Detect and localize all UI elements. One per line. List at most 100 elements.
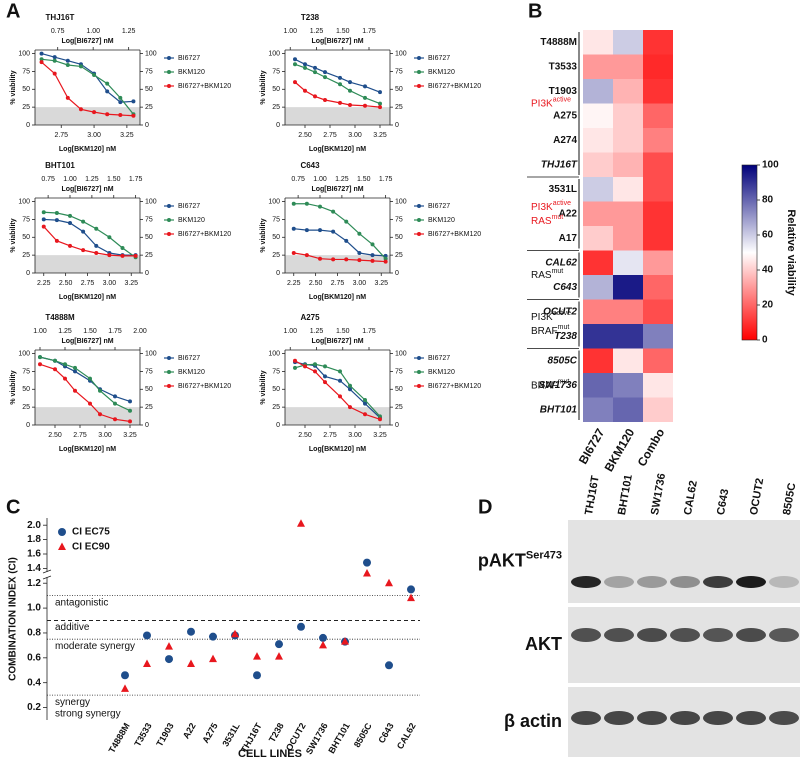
legend-label: BKM120 <box>178 369 205 376</box>
y-axis-label: % viability <box>10 218 17 252</box>
y-axis-label: % viability <box>260 218 267 252</box>
heat-cell <box>643 128 673 153</box>
lane-label: 8505C <box>781 482 798 516</box>
shaded-band <box>285 255 390 273</box>
legend-label: BI6727 <box>178 55 200 62</box>
data-point <box>378 105 382 110</box>
colorbar-tick-label: 100 <box>762 160 779 171</box>
row-label: A274 <box>553 135 577 146</box>
data-point <box>39 51 44 56</box>
x2-tick-label: 1.50 <box>357 176 371 183</box>
data-point <box>383 259 388 264</box>
heat-cell <box>643 103 673 128</box>
x-axis-label: Log[BKM120] nM <box>59 446 116 453</box>
x2-tick-label: 1.25 <box>85 176 99 183</box>
series-line <box>41 61 134 117</box>
data-point <box>98 388 102 393</box>
x2-axis-label: Log[BI6727] nM <box>311 38 363 45</box>
data-point <box>313 362 317 367</box>
x-tick-label: 3.25 <box>124 280 138 287</box>
x2-tick-label: 1.75 <box>129 176 143 183</box>
x-axis-label: CELL LINES <box>238 748 302 760</box>
data-point <box>81 229 86 234</box>
row-label: THJ16T <box>541 159 578 170</box>
group-label-main: PI3K <box>531 201 553 212</box>
data-point <box>88 401 92 406</box>
data-point <box>118 95 123 100</box>
column-label: BI6727 <box>576 426 608 467</box>
blot-band <box>736 576 766 588</box>
x-tick-label: T1903 <box>154 721 175 748</box>
x-tick-label: 2.50 <box>59 280 73 287</box>
y2-tick-label: 25 <box>395 252 403 259</box>
chart-title: THJ16T <box>46 13 75 22</box>
blot-panel <box>568 607 800 683</box>
x2-axis-label: Log[BI6727] nM <box>61 186 113 193</box>
x2-axis-label: Log[BI6727] nM <box>61 338 113 345</box>
x2-tick-label: 1.75 <box>108 328 122 335</box>
y2-tick-label: 50 <box>145 86 153 93</box>
x-tick-label: 2.75 <box>331 280 345 287</box>
data-point <box>363 401 367 406</box>
group-label: RASmut <box>531 214 563 226</box>
data-point <box>53 367 57 372</box>
y2-tick-label: 25 <box>395 104 403 111</box>
data-point <box>303 364 307 369</box>
group-label: BRAFmut <box>531 379 569 391</box>
data-point <box>128 419 132 424</box>
lane-label: CAL62 <box>682 480 700 516</box>
data-point <box>68 213 72 218</box>
x-tick-label: CAL62 <box>395 721 418 751</box>
chart-title: BHT101 <box>45 161 75 170</box>
data-point <box>58 528 66 536</box>
y-axis-label: % viability <box>10 70 17 104</box>
x-tick-label: 2.75 <box>81 280 95 287</box>
heat-cell <box>583 152 613 177</box>
chart-title: T238 <box>301 13 320 22</box>
blot-row-label: β actin <box>504 711 562 731</box>
x2-tick-label: 0.75 <box>41 176 55 183</box>
x-tick-label: 2.25 <box>287 280 301 287</box>
heat-cell <box>583 128 613 153</box>
y2-tick-label: 75 <box>145 368 153 375</box>
data-point <box>165 655 173 664</box>
data-point <box>318 204 322 209</box>
data-point <box>338 75 342 80</box>
data-point <box>378 90 382 95</box>
heat-cell <box>613 79 643 104</box>
series-line <box>43 226 136 257</box>
heat-cell <box>643 30 673 55</box>
group-label-main: BRAF <box>531 380 558 391</box>
x2-tick-label: 1.25 <box>310 328 324 335</box>
x2-tick-label: 1.00 <box>33 328 47 335</box>
blot-row-label-main: AKT <box>525 634 562 654</box>
blot-band <box>604 576 634 588</box>
y-tick-label: 100 <box>18 198 30 205</box>
data-point <box>370 258 375 263</box>
legend-label: BI6727+BKM120 <box>428 383 481 390</box>
y-tick-label: 25 <box>22 252 30 259</box>
data-point <box>143 659 151 668</box>
legend-label: BKM120 <box>428 217 455 224</box>
data-point <box>319 640 327 649</box>
data-point <box>58 542 66 550</box>
heat-cell <box>643 348 673 373</box>
y-tick-label: 75 <box>22 216 30 223</box>
data-point <box>105 112 110 117</box>
blot-band <box>769 576 799 588</box>
shaded-band <box>35 255 140 273</box>
chart-title: C643 <box>300 161 320 170</box>
data-point <box>338 82 342 87</box>
data-point <box>41 224 46 229</box>
x-tick-label: 3.00 <box>353 280 367 287</box>
data-point <box>39 60 44 65</box>
lane-label: C643 <box>715 488 731 516</box>
data-point <box>304 253 309 258</box>
legend-marker <box>417 370 421 374</box>
y-tick-label: 75 <box>22 68 30 75</box>
data-point <box>92 73 97 77</box>
heat-cell <box>613 177 643 202</box>
data-point <box>105 81 110 86</box>
y2-tick-label: 100 <box>395 198 407 205</box>
legend-label: BI6727 <box>428 355 450 362</box>
